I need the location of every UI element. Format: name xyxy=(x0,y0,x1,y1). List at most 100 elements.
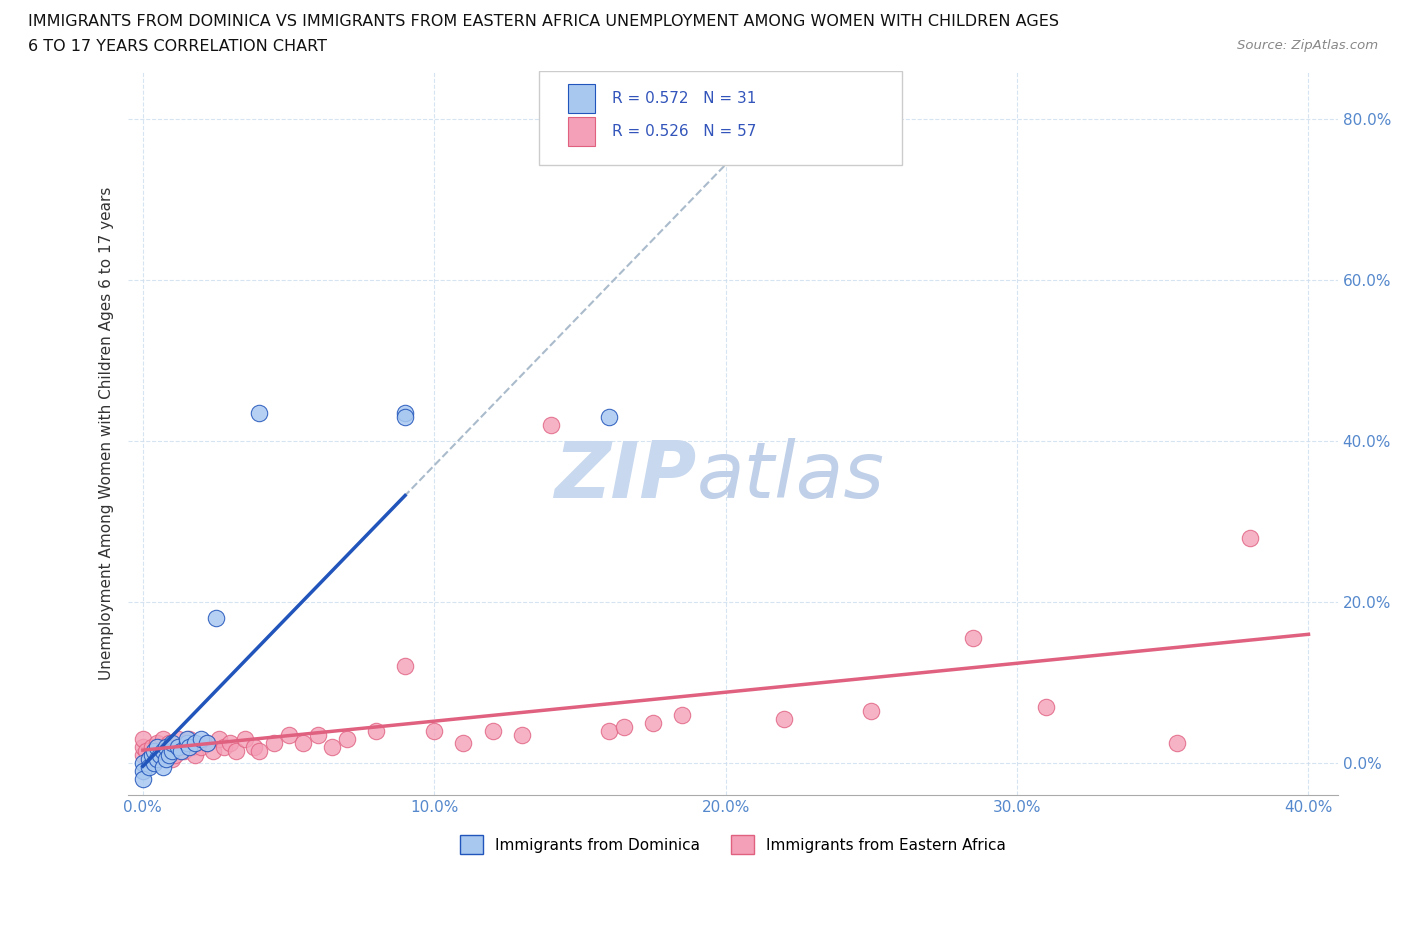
Point xyxy=(132,731,155,746)
FancyBboxPatch shape xyxy=(540,71,903,165)
Point xyxy=(292,736,315,751)
Point xyxy=(613,720,636,735)
Point xyxy=(190,739,212,754)
Point xyxy=(481,724,503,738)
Point xyxy=(152,760,174,775)
Point xyxy=(225,743,247,758)
Point xyxy=(160,743,183,758)
Point xyxy=(146,739,169,754)
Point xyxy=(263,736,285,751)
Point xyxy=(132,755,155,770)
Point xyxy=(184,748,207,763)
Point xyxy=(510,727,533,742)
Point xyxy=(336,731,359,746)
Point xyxy=(138,760,160,775)
Point xyxy=(321,739,343,754)
Point xyxy=(152,743,174,758)
Y-axis label: Unemployment Among Women with Children Ages 6 to 17 years: Unemployment Among Women with Children A… xyxy=(100,186,114,680)
Point xyxy=(247,405,270,420)
Point xyxy=(1239,530,1261,545)
Point xyxy=(176,736,198,751)
Point xyxy=(163,748,186,763)
Point xyxy=(201,743,224,758)
Point xyxy=(671,708,693,723)
Legend: Immigrants from Dominica, Immigrants from Eastern Africa: Immigrants from Dominica, Immigrants fro… xyxy=(454,830,1012,860)
Point xyxy=(138,751,160,766)
Point xyxy=(157,748,180,763)
Point xyxy=(143,755,166,770)
Point xyxy=(155,743,177,758)
Point xyxy=(141,739,163,754)
Point xyxy=(219,736,242,751)
Point xyxy=(394,659,416,674)
Point xyxy=(453,736,475,751)
Point xyxy=(155,751,177,766)
Text: Source: ZipAtlas.com: Source: ZipAtlas.com xyxy=(1237,39,1378,52)
Point xyxy=(160,736,183,751)
Point xyxy=(214,739,236,754)
Point xyxy=(132,764,155,778)
Text: R = 0.572   N = 31: R = 0.572 N = 31 xyxy=(612,91,756,106)
Point xyxy=(149,748,172,763)
Point xyxy=(143,748,166,763)
Point xyxy=(160,739,183,754)
Point xyxy=(1035,699,1057,714)
Point xyxy=(132,772,155,787)
Point xyxy=(962,631,984,645)
Point xyxy=(394,409,416,424)
Text: atlas: atlas xyxy=(696,438,884,514)
Point xyxy=(207,731,229,746)
Point xyxy=(141,748,163,763)
Point xyxy=(773,711,796,726)
Point xyxy=(1166,736,1188,751)
Point xyxy=(190,731,212,746)
Point xyxy=(176,731,198,746)
Text: 6 TO 17 YEARS CORRELATION CHART: 6 TO 17 YEARS CORRELATION CHART xyxy=(28,39,328,54)
Point xyxy=(170,739,193,754)
Point xyxy=(598,409,620,424)
Point xyxy=(146,751,169,766)
Text: ZIP: ZIP xyxy=(554,438,696,514)
Point xyxy=(179,739,201,754)
Point xyxy=(204,611,226,626)
Point xyxy=(135,743,157,758)
Point xyxy=(364,724,387,738)
Point xyxy=(132,739,155,754)
Point xyxy=(641,715,664,730)
Point xyxy=(181,739,204,754)
Point xyxy=(166,739,188,754)
Point xyxy=(423,724,446,738)
Point xyxy=(176,736,198,751)
Point xyxy=(307,727,329,742)
Point xyxy=(146,743,169,758)
Point xyxy=(138,751,160,766)
Point xyxy=(179,731,201,746)
Point xyxy=(170,743,193,758)
Point xyxy=(160,751,183,766)
Point xyxy=(143,743,166,758)
Point xyxy=(195,736,218,751)
Point xyxy=(152,739,174,754)
Point xyxy=(166,731,188,746)
Text: IMMIGRANTS FROM DOMINICA VS IMMIGRANTS FROM EASTERN AFRICA UNEMPLOYMENT AMONG WO: IMMIGRANTS FROM DOMINICA VS IMMIGRANTS F… xyxy=(28,14,1059,29)
Point xyxy=(540,418,562,432)
Point xyxy=(394,405,416,420)
Point xyxy=(277,727,299,742)
FancyBboxPatch shape xyxy=(568,117,595,146)
Point xyxy=(860,703,883,718)
FancyBboxPatch shape xyxy=(568,84,595,113)
Point xyxy=(155,739,177,754)
Point xyxy=(152,731,174,746)
Point xyxy=(233,731,256,746)
Point xyxy=(149,748,172,763)
Point xyxy=(132,748,155,763)
Point xyxy=(146,736,169,751)
Point xyxy=(184,736,207,751)
Point xyxy=(195,736,218,751)
Point xyxy=(242,739,264,754)
Point xyxy=(598,724,620,738)
Point xyxy=(173,743,195,758)
Text: R = 0.526   N = 57: R = 0.526 N = 57 xyxy=(612,124,756,140)
Point xyxy=(157,736,180,751)
Point xyxy=(247,743,270,758)
